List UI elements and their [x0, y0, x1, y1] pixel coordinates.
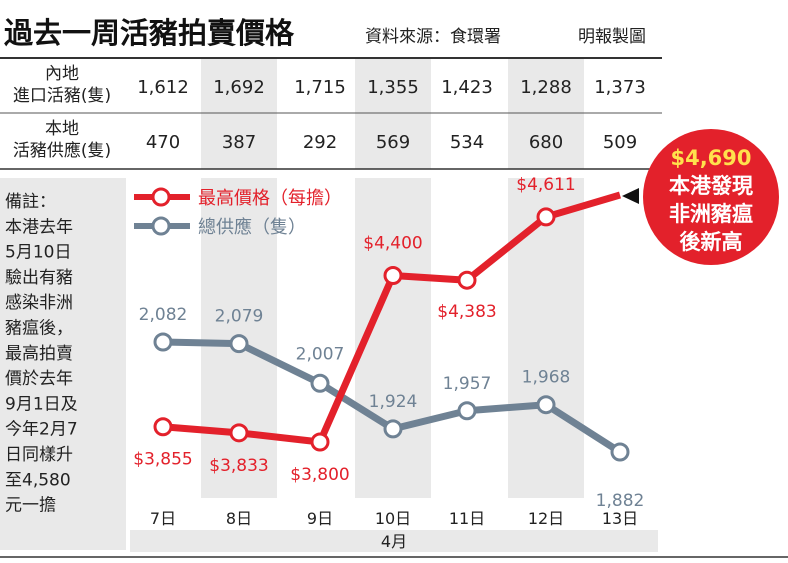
data-point: [310, 432, 330, 452]
chart-column-shade: [508, 178, 584, 498]
data-point: [229, 423, 249, 443]
data-label: 1,882: [596, 491, 645, 511]
note-line: 元一擔: [5, 496, 56, 516]
line-chart: 4月 7日 8日 9日 10日 11日 12日 13日 2,082 2,079 2,007 1,9…: [130, 175, 658, 552]
x-tick-label: 9日: [307, 509, 333, 528]
series-max-price: $3,855 $3,833 $3,800 $4,400 $4,383 $4,611: [133, 175, 621, 485]
data-label: 2,082: [139, 305, 188, 325]
table-row-label: 活豬供應(隻): [13, 140, 111, 161]
table-cell: 509: [603, 132, 637, 153]
note-line: 9月1日及: [5, 394, 78, 414]
table-cell: 1,288: [520, 77, 572, 98]
table-cell: 470: [146, 132, 180, 153]
note-line: 日同樣升: [5, 445, 73, 465]
series-total-supply: 2,082 2,079 2,007 1,924 1,957 1,968 1,882: [139, 305, 645, 511]
data-point: [457, 270, 477, 290]
table-column-shade: [201, 59, 277, 169]
note-line: 感染非洲: [5, 293, 73, 313]
data-point: [310, 373, 330, 393]
callout-value: $4,690: [670, 146, 751, 170]
table-cell: 292: [303, 132, 337, 153]
data-point: [457, 401, 477, 421]
data-label: $3,800: [290, 465, 349, 485]
data-label: 1,924: [369, 392, 418, 412]
data-label: 1,957: [443, 374, 492, 394]
note-line: 至4,580: [5, 470, 71, 490]
x-tick-label: 11日: [449, 509, 485, 528]
table-row-label: 進口活豬(隻): [13, 86, 111, 106]
x-axis: 4月 7日 8日 9日 10日 11日 12日 13日: [130, 509, 658, 552]
data-label: 2,079: [215, 307, 264, 327]
callout-line: 本港發現: [669, 174, 753, 198]
credit: 明報製圖: [578, 27, 646, 47]
legend-marker: [151, 187, 171, 207]
column-shading: [201, 59, 584, 498]
legend: 最高價格（每擔） 總供應（隻）: [134, 187, 342, 238]
table-cell: 1,612: [137, 77, 189, 98]
data-point: [153, 332, 173, 352]
table-cell: 534: [450, 132, 484, 153]
data-point: [383, 265, 403, 285]
callout-line: 後新高: [680, 230, 743, 254]
x-tick-label: 12日: [528, 509, 564, 528]
table-row-label: 內地: [45, 64, 79, 84]
x-tick-label: 8日: [226, 509, 252, 528]
data-point: [229, 334, 249, 354]
x-tick-label: 7日: [150, 509, 176, 528]
source-note: 資料來源：食環署: [365, 27, 501, 47]
note-background: [0, 178, 126, 550]
table-cell: 387: [222, 132, 256, 153]
table-cell: 1,423: [441, 77, 493, 98]
table-row-label: 本地: [45, 119, 79, 139]
data-label: $4,400: [363, 233, 422, 253]
chart-title: 過去一周活豬拍賣價格: [4, 16, 295, 50]
table-cell: 1,692: [213, 77, 265, 98]
note-line: 價於去年: [5, 369, 73, 389]
data-point: [153, 417, 173, 437]
table-cell: 1,715: [294, 77, 346, 98]
data-label: 1,968: [522, 368, 571, 388]
table-cell: 1,373: [594, 77, 646, 98]
table-cell: 569: [376, 132, 410, 153]
note-line: 本港去年: [5, 217, 73, 237]
note-line: 最高拍賣: [5, 344, 73, 364]
x-tick-label: 13日: [602, 509, 638, 528]
note-line: 5月10日: [5, 243, 71, 263]
data-point: [536, 395, 556, 415]
x-axis-label: 4月: [381, 532, 407, 551]
legend-label: 最高價格（每擔）: [198, 188, 342, 209]
data-label: $4,611: [516, 175, 575, 195]
note-line: 驗出有豬: [5, 268, 73, 288]
data-label: $4,383: [437, 302, 496, 322]
table-cell: 1,355: [367, 77, 419, 98]
data-label: $3,855: [133, 450, 192, 470]
note-line: 今年2月7: [5, 420, 78, 440]
legend-marker: [151, 216, 171, 236]
callout-line: 非洲豬瘟: [669, 202, 753, 226]
data-point: [610, 442, 630, 462]
data-label: $3,833: [209, 456, 268, 476]
legend-label: 總供應（隻）: [198, 216, 306, 238]
data-point: [536, 207, 556, 227]
data-label: 2,007: [296, 344, 345, 364]
table-column-shade: [355, 59, 431, 169]
data-point: [383, 419, 403, 439]
table-column-shade: [508, 59, 584, 169]
note-line: 豬瘟後，: [5, 319, 73, 339]
callout-pointer-icon: [622, 188, 639, 204]
table-cell: 680: [529, 132, 563, 153]
note-line: 備註：: [5, 192, 56, 212]
x-tick-label: 10日: [375, 509, 411, 528]
